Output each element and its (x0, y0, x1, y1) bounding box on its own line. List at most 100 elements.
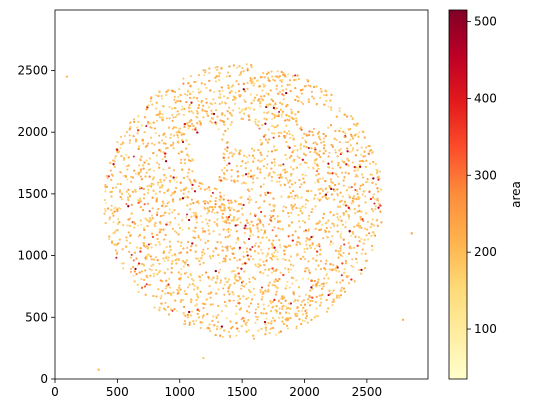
scatter-point (319, 97, 321, 99)
scatter-point (305, 174, 307, 176)
scatter-point (159, 191, 161, 193)
scatter-point (252, 182, 254, 184)
scatter-point (174, 217, 176, 219)
scatter-point (375, 205, 377, 207)
scatter-point (104, 199, 106, 201)
scatter-point (331, 235, 333, 237)
scatter-point (259, 264, 261, 266)
scatter-point (328, 155, 330, 157)
scatter-point (186, 247, 188, 249)
scatter-point (258, 128, 260, 130)
scatter-point (134, 268, 136, 270)
scatter-point (248, 311, 250, 313)
scatter-point (351, 265, 353, 267)
scatter-point (214, 206, 216, 208)
scatter-point (219, 262, 221, 264)
scatter-point (275, 249, 277, 251)
scatter-point (288, 271, 290, 273)
scatter-point (300, 197, 302, 199)
scatter-point (321, 224, 323, 226)
scatter-point (184, 320, 186, 322)
scatter-point (162, 203, 164, 205)
scatter-point (161, 295, 163, 297)
scatter-point (224, 210, 226, 212)
scatter-point (294, 204, 296, 206)
scatter-point (173, 179, 175, 181)
scatter-point (297, 214, 299, 216)
scatter-point (264, 321, 266, 323)
scatter-point (227, 219, 229, 221)
scatter-point (115, 186, 117, 188)
scatter-point (230, 152, 232, 154)
scatter-point (218, 90, 220, 92)
scatter-point (153, 170, 155, 172)
scatter-point (290, 269, 292, 271)
scatter-point (105, 202, 107, 204)
scatter-point (259, 105, 261, 107)
scatter-point (340, 237, 342, 239)
scatter-point (180, 182, 182, 184)
scatter-point (226, 178, 228, 180)
scatter-point (270, 216, 272, 218)
scatter-point (220, 68, 222, 70)
scatter-point (207, 248, 209, 250)
scatter-point (253, 288, 255, 290)
scatter-point (112, 221, 114, 223)
scatter-point (214, 212, 216, 214)
scatter-point (294, 74, 296, 76)
scatter-point (308, 167, 310, 169)
scatter-point (104, 208, 106, 210)
scatter-point (211, 211, 213, 213)
scatter-point (246, 63, 248, 65)
scatter-point (311, 91, 313, 93)
scatter-point (300, 183, 302, 185)
scatter-point (151, 127, 153, 129)
scatter-point (235, 305, 237, 307)
scatter-point (247, 161, 249, 163)
scatter-point (356, 149, 358, 151)
scatter-point (150, 255, 152, 257)
scatter-point (206, 223, 208, 225)
scatter-point (289, 84, 291, 86)
scatter-point (326, 273, 328, 275)
scatter-point (156, 273, 158, 275)
scatter-point (232, 109, 234, 111)
scatter-point (139, 198, 141, 200)
scatter-point (150, 100, 152, 102)
scatter-point (259, 259, 261, 261)
scatter-point (320, 298, 322, 300)
scatter-point (263, 264, 265, 266)
scatter-point (239, 298, 241, 300)
scatter-point (165, 234, 167, 236)
scatter-point (216, 69, 218, 71)
scatter-point (364, 196, 366, 198)
scatter-point (169, 246, 171, 248)
scatter-point (266, 318, 268, 320)
scatter-point (366, 234, 368, 236)
scatter-point (320, 88, 322, 90)
scatter-point (221, 310, 223, 312)
scatter-point (322, 237, 324, 239)
scatter-point (351, 186, 353, 188)
scatter-point (201, 274, 203, 276)
scatter-point (281, 177, 283, 179)
scatter-point (241, 182, 243, 184)
scatter-point (286, 158, 288, 160)
scatter-point (376, 220, 378, 222)
scatter-point (263, 165, 265, 167)
scatter-point (155, 295, 157, 297)
scatter-point (259, 139, 261, 141)
scatter-point (158, 135, 160, 137)
scatter-point (229, 284, 231, 286)
scatter-point (142, 164, 144, 166)
scatter-point (323, 137, 325, 139)
scatter-point (188, 155, 190, 157)
scatter-point (149, 168, 151, 170)
scatter-point (161, 98, 163, 100)
scatter-point (133, 227, 135, 229)
scatter-point (165, 94, 167, 96)
scatter-point (144, 269, 146, 271)
scatter-point (248, 278, 250, 280)
scatter-point (187, 286, 189, 288)
scatter-point (320, 260, 322, 262)
